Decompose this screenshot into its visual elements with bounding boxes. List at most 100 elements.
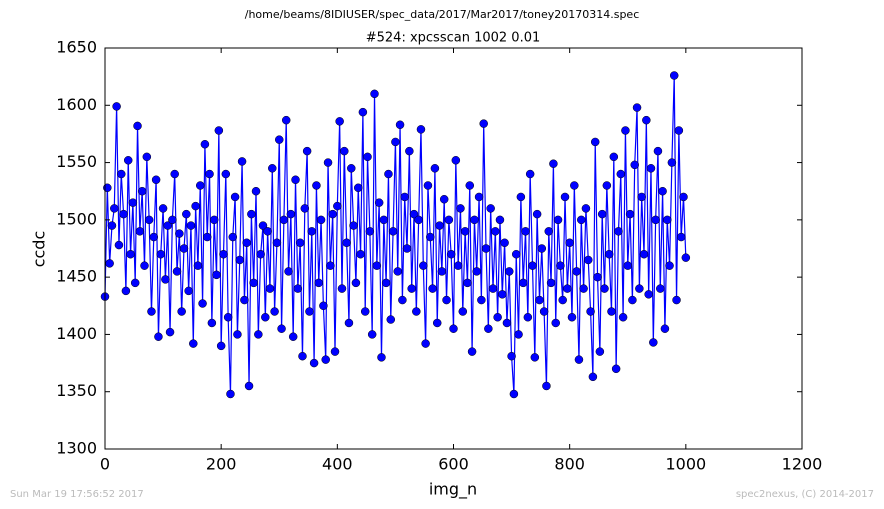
- data-point: [439, 194, 449, 204]
- data-point: [553, 215, 563, 225]
- data-point: [628, 295, 637, 305]
- data-point: [293, 284, 303, 293]
- data-point: [530, 353, 540, 362]
- data-point: [521, 227, 530, 236]
- data-point: [635, 284, 644, 293]
- x-tick-label: 1200: [782, 455, 823, 474]
- y-tick-label: 1650: [56, 38, 97, 57]
- data-point: [593, 272, 602, 282]
- data-point: [279, 215, 289, 225]
- x-tick-label: 400: [322, 455, 353, 474]
- data-point: [351, 278, 361, 288]
- data-point: [474, 192, 484, 202]
- x-tick-label: 800: [554, 455, 585, 474]
- data-point: [481, 244, 491, 253]
- data-point: [398, 295, 407, 305]
- data-point: [656, 284, 665, 293]
- data-point: [284, 267, 293, 276]
- data-point: [563, 284, 572, 293]
- data-point: [302, 146, 312, 156]
- data-point: [268, 164, 277, 173]
- data-point: [493, 312, 502, 322]
- data-point: [467, 347, 477, 356]
- data-point: [446, 249, 456, 259]
- data-point: [430, 164, 440, 173]
- data-point: [451, 156, 461, 165]
- data-point: [163, 221, 172, 230]
- y-tick-label: 1600: [56, 95, 97, 114]
- data-point: [335, 117, 344, 126]
- data-point: [577, 215, 586, 225]
- data-point: [228, 232, 238, 242]
- data-point: [333, 201, 342, 211]
- data-point: [277, 324, 286, 333]
- data-point: [235, 255, 245, 265]
- data-point: [479, 119, 488, 128]
- data-point: [265, 284, 275, 293]
- data-point: [198, 299, 207, 308]
- data-point: [672, 295, 681, 305]
- data-point: [486, 204, 495, 213]
- data-point: [196, 181, 205, 190]
- data-point: [423, 181, 433, 190]
- y-tick-label: 1550: [56, 152, 97, 171]
- data-point: [460, 227, 470, 236]
- x-tick-label: 200: [206, 455, 237, 474]
- data-point: [379, 215, 389, 225]
- data-point: [261, 312, 270, 322]
- data-point: [546, 278, 556, 288]
- data-point: [191, 201, 200, 211]
- data-point: [344, 318, 354, 328]
- data-point: [609, 152, 619, 162]
- data-point: [488, 284, 498, 293]
- data-point: [632, 103, 642, 112]
- data-point: [674, 126, 684, 135]
- data-point: [649, 338, 658, 347]
- data-point: [391, 137, 400, 147]
- data-point: [170, 169, 179, 179]
- data-point: [449, 324, 458, 333]
- data-point: [121, 286, 131, 296]
- data-point: [484, 324, 493, 333]
- y-axis-label: ccdc: [30, 231, 49, 268]
- data-point: [604, 249, 614, 259]
- data-point: [498, 290, 507, 299]
- data-point: [342, 238, 351, 248]
- data-point: [579, 284, 588, 293]
- data-point: [272, 238, 282, 248]
- data-point: [147, 307, 156, 316]
- data-point: [175, 229, 184, 238]
- data-point: [537, 244, 547, 253]
- data-point: [681, 253, 691, 262]
- data-point: [256, 249, 265, 259]
- data-point: [414, 215, 423, 225]
- data-point: [509, 389, 519, 399]
- data-point: [193, 261, 203, 270]
- data-point: [421, 339, 430, 348]
- data-point: [400, 192, 409, 202]
- data-point: [556, 261, 565, 270]
- x-tick-label: 1000: [665, 455, 706, 474]
- data-point: [126, 249, 135, 259]
- data-point: [560, 192, 570, 202]
- data-point: [298, 351, 307, 361]
- data-point: [637, 192, 646, 202]
- data-point: [669, 71, 679, 80]
- data-point: [105, 259, 114, 268]
- chart-subtitle: #524: xpcsscan 1002 0.01: [366, 31, 541, 46]
- data-point: [328, 209, 337, 219]
- data-point: [595, 347, 605, 356]
- data-point: [405, 146, 414, 156]
- x-tick-label: 600: [438, 455, 469, 474]
- data-point: [416, 125, 426, 134]
- data-point: [625, 209, 635, 219]
- data-point: [219, 249, 228, 259]
- data-point: [119, 209, 128, 219]
- data-point: [307, 227, 317, 236]
- data-point: [172, 267, 182, 276]
- data-point: [209, 215, 219, 225]
- data-point: [367, 330, 377, 339]
- data-point: [216, 341, 226, 351]
- data-point: [349, 221, 358, 230]
